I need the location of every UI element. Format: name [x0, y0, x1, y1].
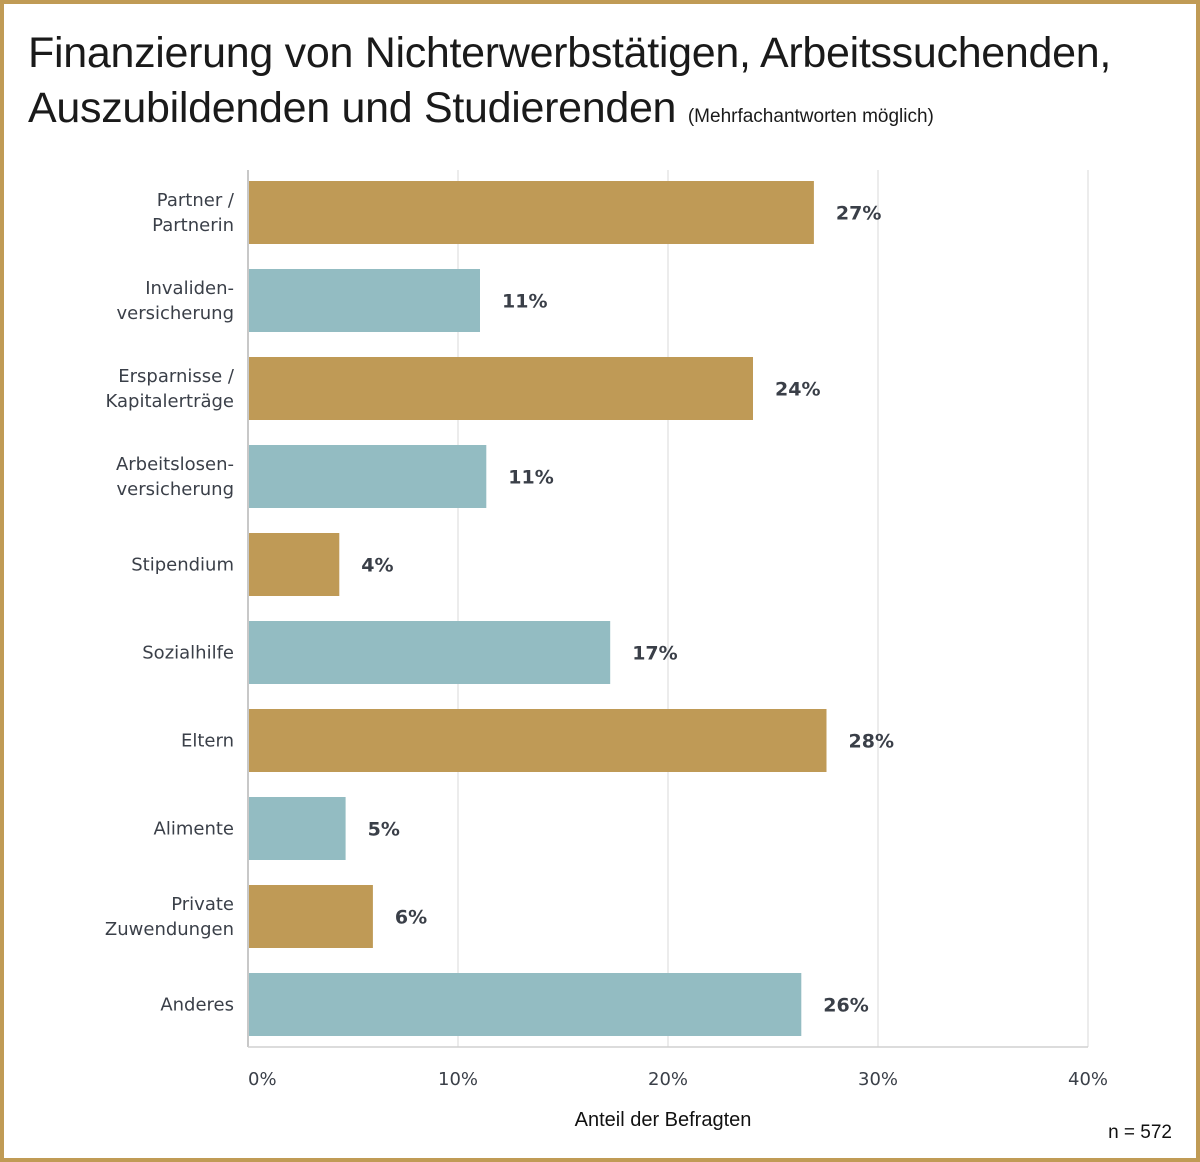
category-label: Partnerin [152, 215, 234, 236]
bar [249, 621, 611, 684]
x-tick-label: 20% [648, 1069, 688, 1090]
bar-value-label: 26% [823, 995, 868, 1017]
category-label: Ersparnisse / [118, 366, 235, 387]
bar [249, 885, 373, 948]
bar-value-label: 27% [836, 203, 881, 225]
category-label: Stipendium [131, 555, 234, 576]
x-axis-title: Anteil der Befragten [575, 1109, 752, 1131]
category-label: Partner / [157, 190, 235, 211]
category-label: Eltern [181, 731, 234, 752]
title-line-1: Finanzierung von Nichterwerbstätigen, Ar… [28, 29, 1112, 77]
chart-subtitle: (Mehrfachantworten möglich) [687, 106, 934, 127]
bar [249, 973, 802, 1036]
bar-value-label: 11% [502, 291, 547, 313]
category-label: Anderes [160, 995, 234, 1016]
category-label: versicherung [116, 479, 234, 500]
bar [249, 269, 480, 332]
sample-size: n = 572 [1108, 1122, 1172, 1143]
bar [249, 357, 753, 420]
bar [249, 181, 814, 244]
x-tick-label: 40% [1068, 1069, 1108, 1090]
x-tick-label: 0% [248, 1069, 277, 1090]
bar-chart: 0% 10% 20% 30% 40% 27% Partner / Partnerin 11% In… [105, 170, 1108, 1131]
bar [249, 445, 487, 508]
category-label: Invaliden- [145, 278, 234, 299]
title-line-2: Auszubildenden und Studierenden [28, 84, 677, 132]
category-label: Private [171, 894, 234, 915]
category-label: Alimente [154, 819, 234, 840]
bar-value-label: 17% [632, 643, 677, 665]
bar-value-label: 24% [775, 379, 820, 401]
bar-value-label: 28% [849, 731, 894, 753]
chart-title: Finanzierung von Nichterwerbstätigen, Ar… [28, 26, 1111, 144]
category-label: Sozialhilfe [142, 643, 234, 664]
category-label: Zuwendungen [105, 919, 234, 940]
bar [249, 533, 340, 596]
x-tick-label: 30% [858, 1069, 898, 1090]
category-label: versicherung [116, 303, 234, 324]
category-label: Arbeitslosen- [116, 454, 234, 475]
bar-value-label: 6% [395, 907, 427, 929]
category-label: Kapitalerträge [106, 391, 235, 412]
bar-value-label: 5% [368, 819, 400, 841]
x-tick-label: 10% [438, 1069, 478, 1090]
bar-value-label: 11% [508, 467, 553, 489]
bar-value-label: 4% [361, 555, 393, 577]
bar [249, 797, 346, 860]
bar [249, 709, 827, 772]
